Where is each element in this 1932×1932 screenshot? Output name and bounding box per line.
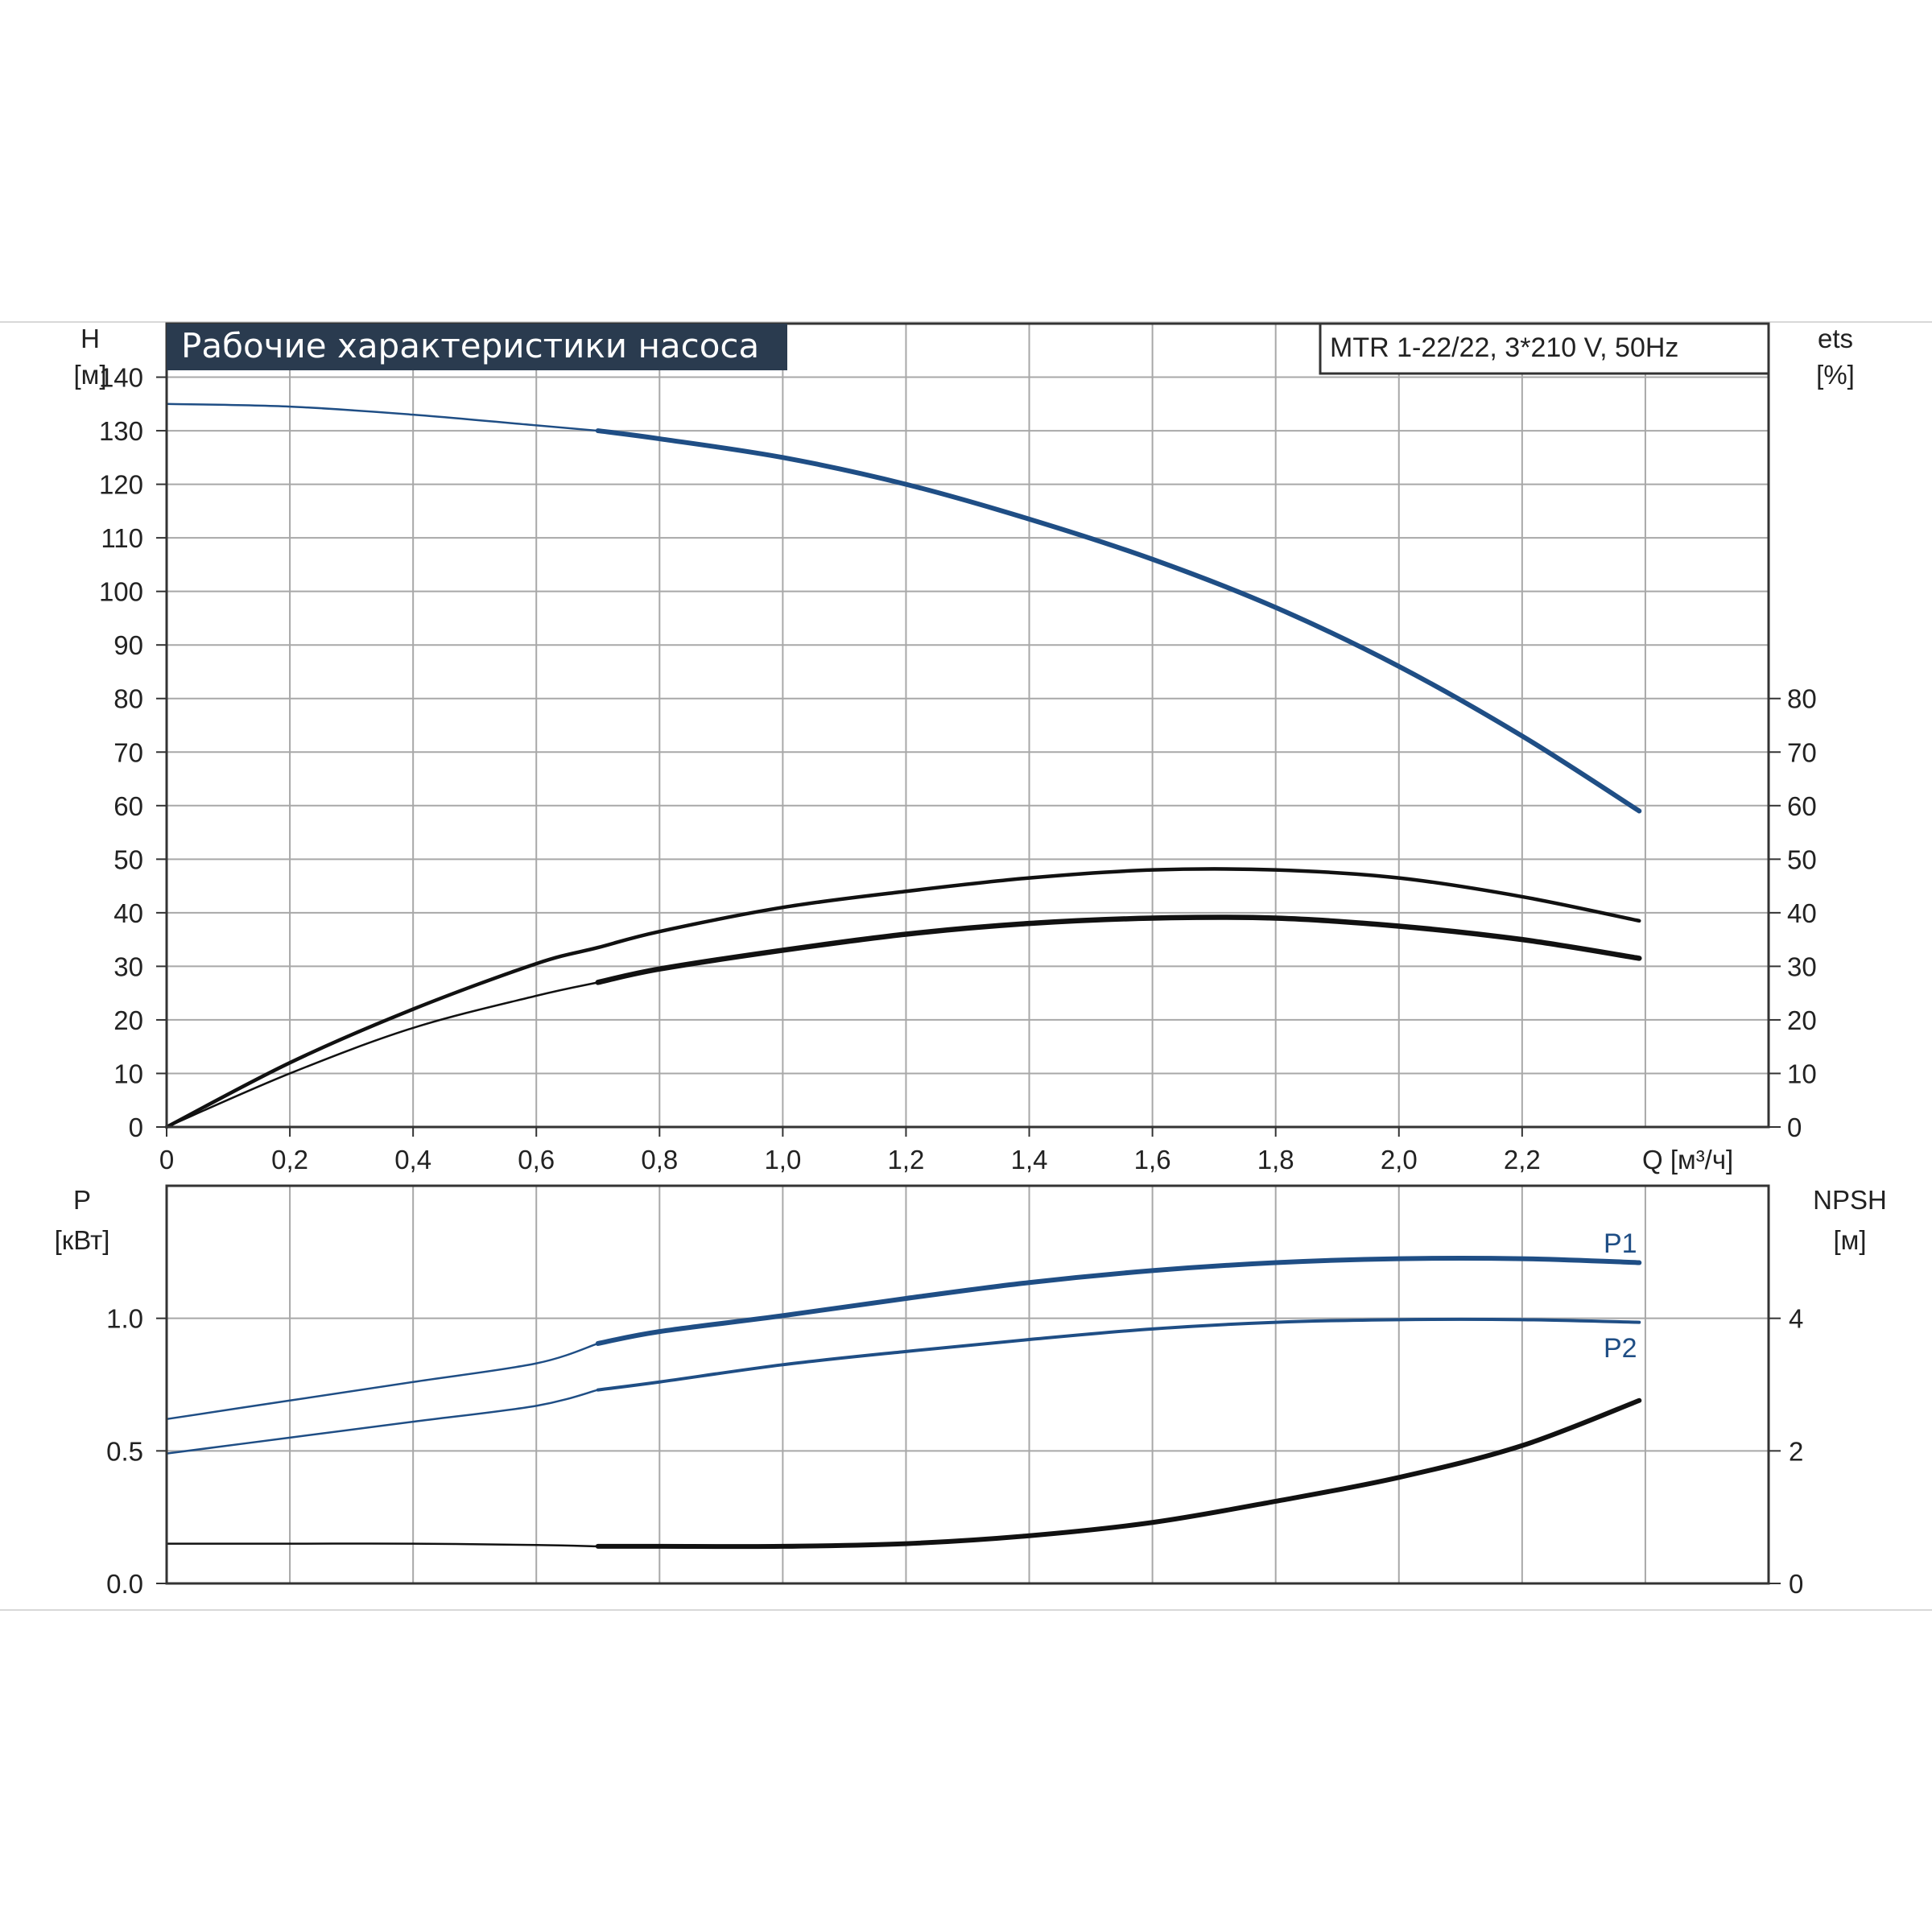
npsh-axis-ticks: 0 2 4	[1769, 1304, 1803, 1599]
p1-series-label: P1	[1604, 1228, 1637, 1259]
q-tick-label: 0	[159, 1145, 174, 1174]
eta-tick-label: 0	[1787, 1113, 1802, 1142]
eta-tick-label: 60	[1787, 791, 1817, 821]
eta-tick-label: 40	[1787, 898, 1817, 928]
upper-grid	[167, 324, 1769, 1127]
npsh-curve	[595, 1397, 1642, 1550]
h-tick-label: 140	[99, 363, 143, 393]
eta-axis-unit: [%]	[1816, 360, 1855, 390]
npsh-tick-label: 2	[1789, 1436, 1803, 1466]
npsh-axis-label: NPSH	[1813, 1185, 1887, 1215]
h-tick-label: 90	[114, 630, 143, 660]
q-tick-label: 1,2	[888, 1145, 925, 1174]
p-tick-label: 0.0	[106, 1569, 143, 1599]
h-tick-label: 70	[114, 737, 143, 767]
p2-curve	[596, 1317, 1641, 1392]
npsh-tick-label: 0	[1789, 1569, 1803, 1599]
h-tick-label: 50	[114, 844, 143, 874]
p2-curve-extrapolated	[165, 1389, 600, 1455]
npsh-curve-extrapolated	[165, 1542, 600, 1548]
h-tick-label: 30	[114, 952, 143, 981]
x-axis-label: Q [м³/ч]	[1642, 1145, 1733, 1174]
p2-series-label: P2	[1604, 1333, 1637, 1364]
h-tick-label: 80	[114, 684, 143, 714]
eta-axis-ticks: 0 10 20 30 40 50 60 70 80	[1769, 684, 1817, 1142]
h-tick-label: 0	[129, 1113, 143, 1142]
p-axis-unit: [кВт]	[55, 1225, 110, 1255]
eta-axis-label: ets	[1818, 324, 1853, 353]
npsh-axis-unit: [м]	[1833, 1225, 1866, 1255]
h-axis-unit: [м]	[73, 360, 106, 390]
h-tick-label: 20	[114, 1005, 143, 1035]
eta-tick-label: 70	[1787, 737, 1817, 767]
efficiency-total-curve	[595, 914, 1642, 985]
efficiency-total-curve-extrapolated	[165, 981, 600, 1129]
q-tick-label: 2,2	[1504, 1145, 1541, 1174]
h-tick-label: 10	[114, 1059, 143, 1088]
h-tick-label: 40	[114, 898, 143, 928]
npsh-tick-label: 4	[1789, 1304, 1803, 1334]
model-label: MTR 1-22/22, 3*210 V, 50Hz	[1330, 332, 1678, 363]
h-tick-label: 100	[99, 577, 143, 607]
h-tick-label: 120	[99, 470, 143, 500]
upper-curves	[164, 402, 1642, 1129]
eta-tick-label: 80	[1787, 684, 1817, 714]
p-axis-ticks: 0.0 0.5 1.0	[106, 1304, 167, 1599]
eta-tick-label: 20	[1787, 1005, 1817, 1035]
h-axis-label: H	[80, 324, 100, 353]
efficiency-pump-curve	[164, 867, 1641, 1129]
q-axis-ticks: 0 0,2 0,4 0,6 0,8 1,0 1,2 1,4 1,6 1,8 2,0 2,2	[159, 1127, 1541, 1174]
title-box	[167, 324, 787, 370]
lower-plot-frame	[165, 1184, 1770, 1585]
h-tick-label: 130	[99, 416, 143, 446]
p-axis-label: P	[73, 1185, 91, 1215]
eta-tick-label: 50	[1787, 844, 1817, 874]
h-tick-label: 60	[114, 791, 143, 821]
p1-curve-extrapolated	[165, 1342, 600, 1421]
q-tick-label: 0,2	[271, 1145, 308, 1174]
power-npsh-panel: P [кВт] NPSH [м] 0.0 0.5 1.0 0 2 4 P1 P2	[55, 1184, 1887, 1599]
lower-curves	[165, 1255, 1642, 1550]
head-efficiency-panel: Рабочие характеристики насоса MTR 1-22/2…	[73, 322, 1855, 1174]
head-curve-extrapolated	[165, 402, 600, 432]
chart-title: Рабочие характеристики насоса	[181, 326, 759, 365]
h-axis-ticks: 0 10 20 30 40 50 60 70 80 90 100 110 120 130 140	[99, 363, 167, 1142]
q-tick-label: 0,4	[394, 1145, 431, 1174]
q-tick-label: 1,6	[1134, 1145, 1171, 1174]
q-tick-label: 0,6	[518, 1145, 555, 1174]
eta-tick-label: 30	[1787, 952, 1817, 981]
head-curve	[595, 428, 1642, 814]
q-tick-label: 0,8	[641, 1145, 678, 1174]
q-tick-label: 1,4	[1011, 1145, 1048, 1174]
model-box	[1319, 322, 1770, 375]
q-tick-label: 1,8	[1257, 1145, 1294, 1174]
p1-curve	[595, 1255, 1642, 1346]
eta-tick-label: 10	[1787, 1059, 1817, 1088]
q-tick-label: 2,0	[1381, 1145, 1418, 1174]
q-tick-label: 1,0	[764, 1145, 801, 1174]
p-tick-label: 1.0	[106, 1304, 143, 1334]
lower-grid	[167, 1186, 1769, 1583]
h-tick-label: 110	[101, 523, 143, 553]
p-tick-label: 0.5	[106, 1436, 143, 1466]
upper-plot-frame	[165, 322, 1770, 1129]
